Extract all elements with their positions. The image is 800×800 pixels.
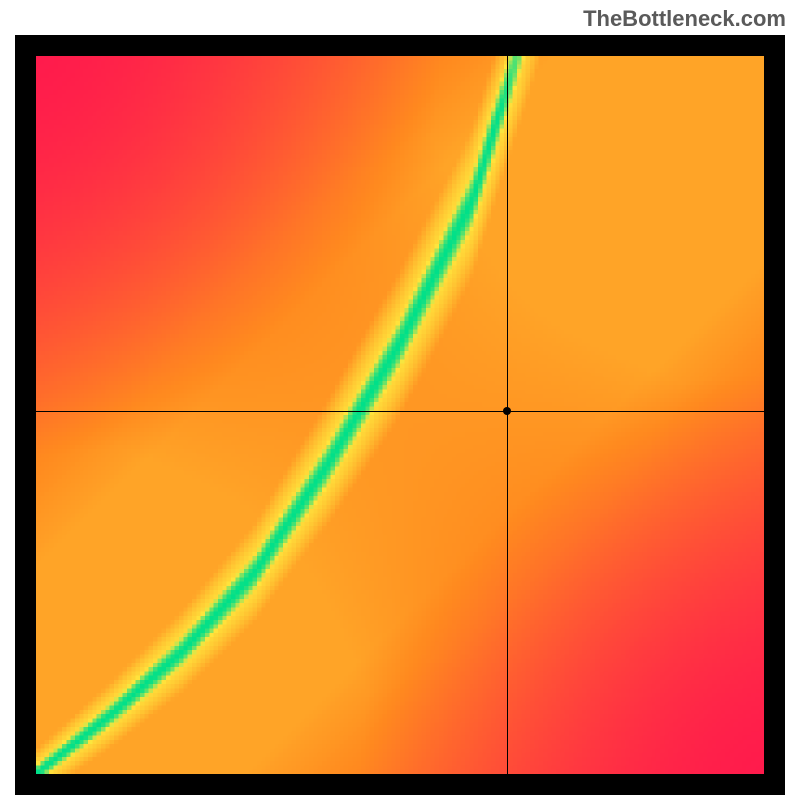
watermark-text: TheBottleneck.com: [583, 6, 786, 32]
crosshair-marker[interactable]: [503, 407, 511, 415]
crosshair-horizontal: [36, 411, 764, 412]
heatmap-canvas: [36, 56, 764, 774]
plot-area: [36, 56, 764, 774]
chart-container: { "watermark": { "text": "TheBottleneck.…: [0, 0, 800, 800]
plot-border: [15, 35, 785, 795]
